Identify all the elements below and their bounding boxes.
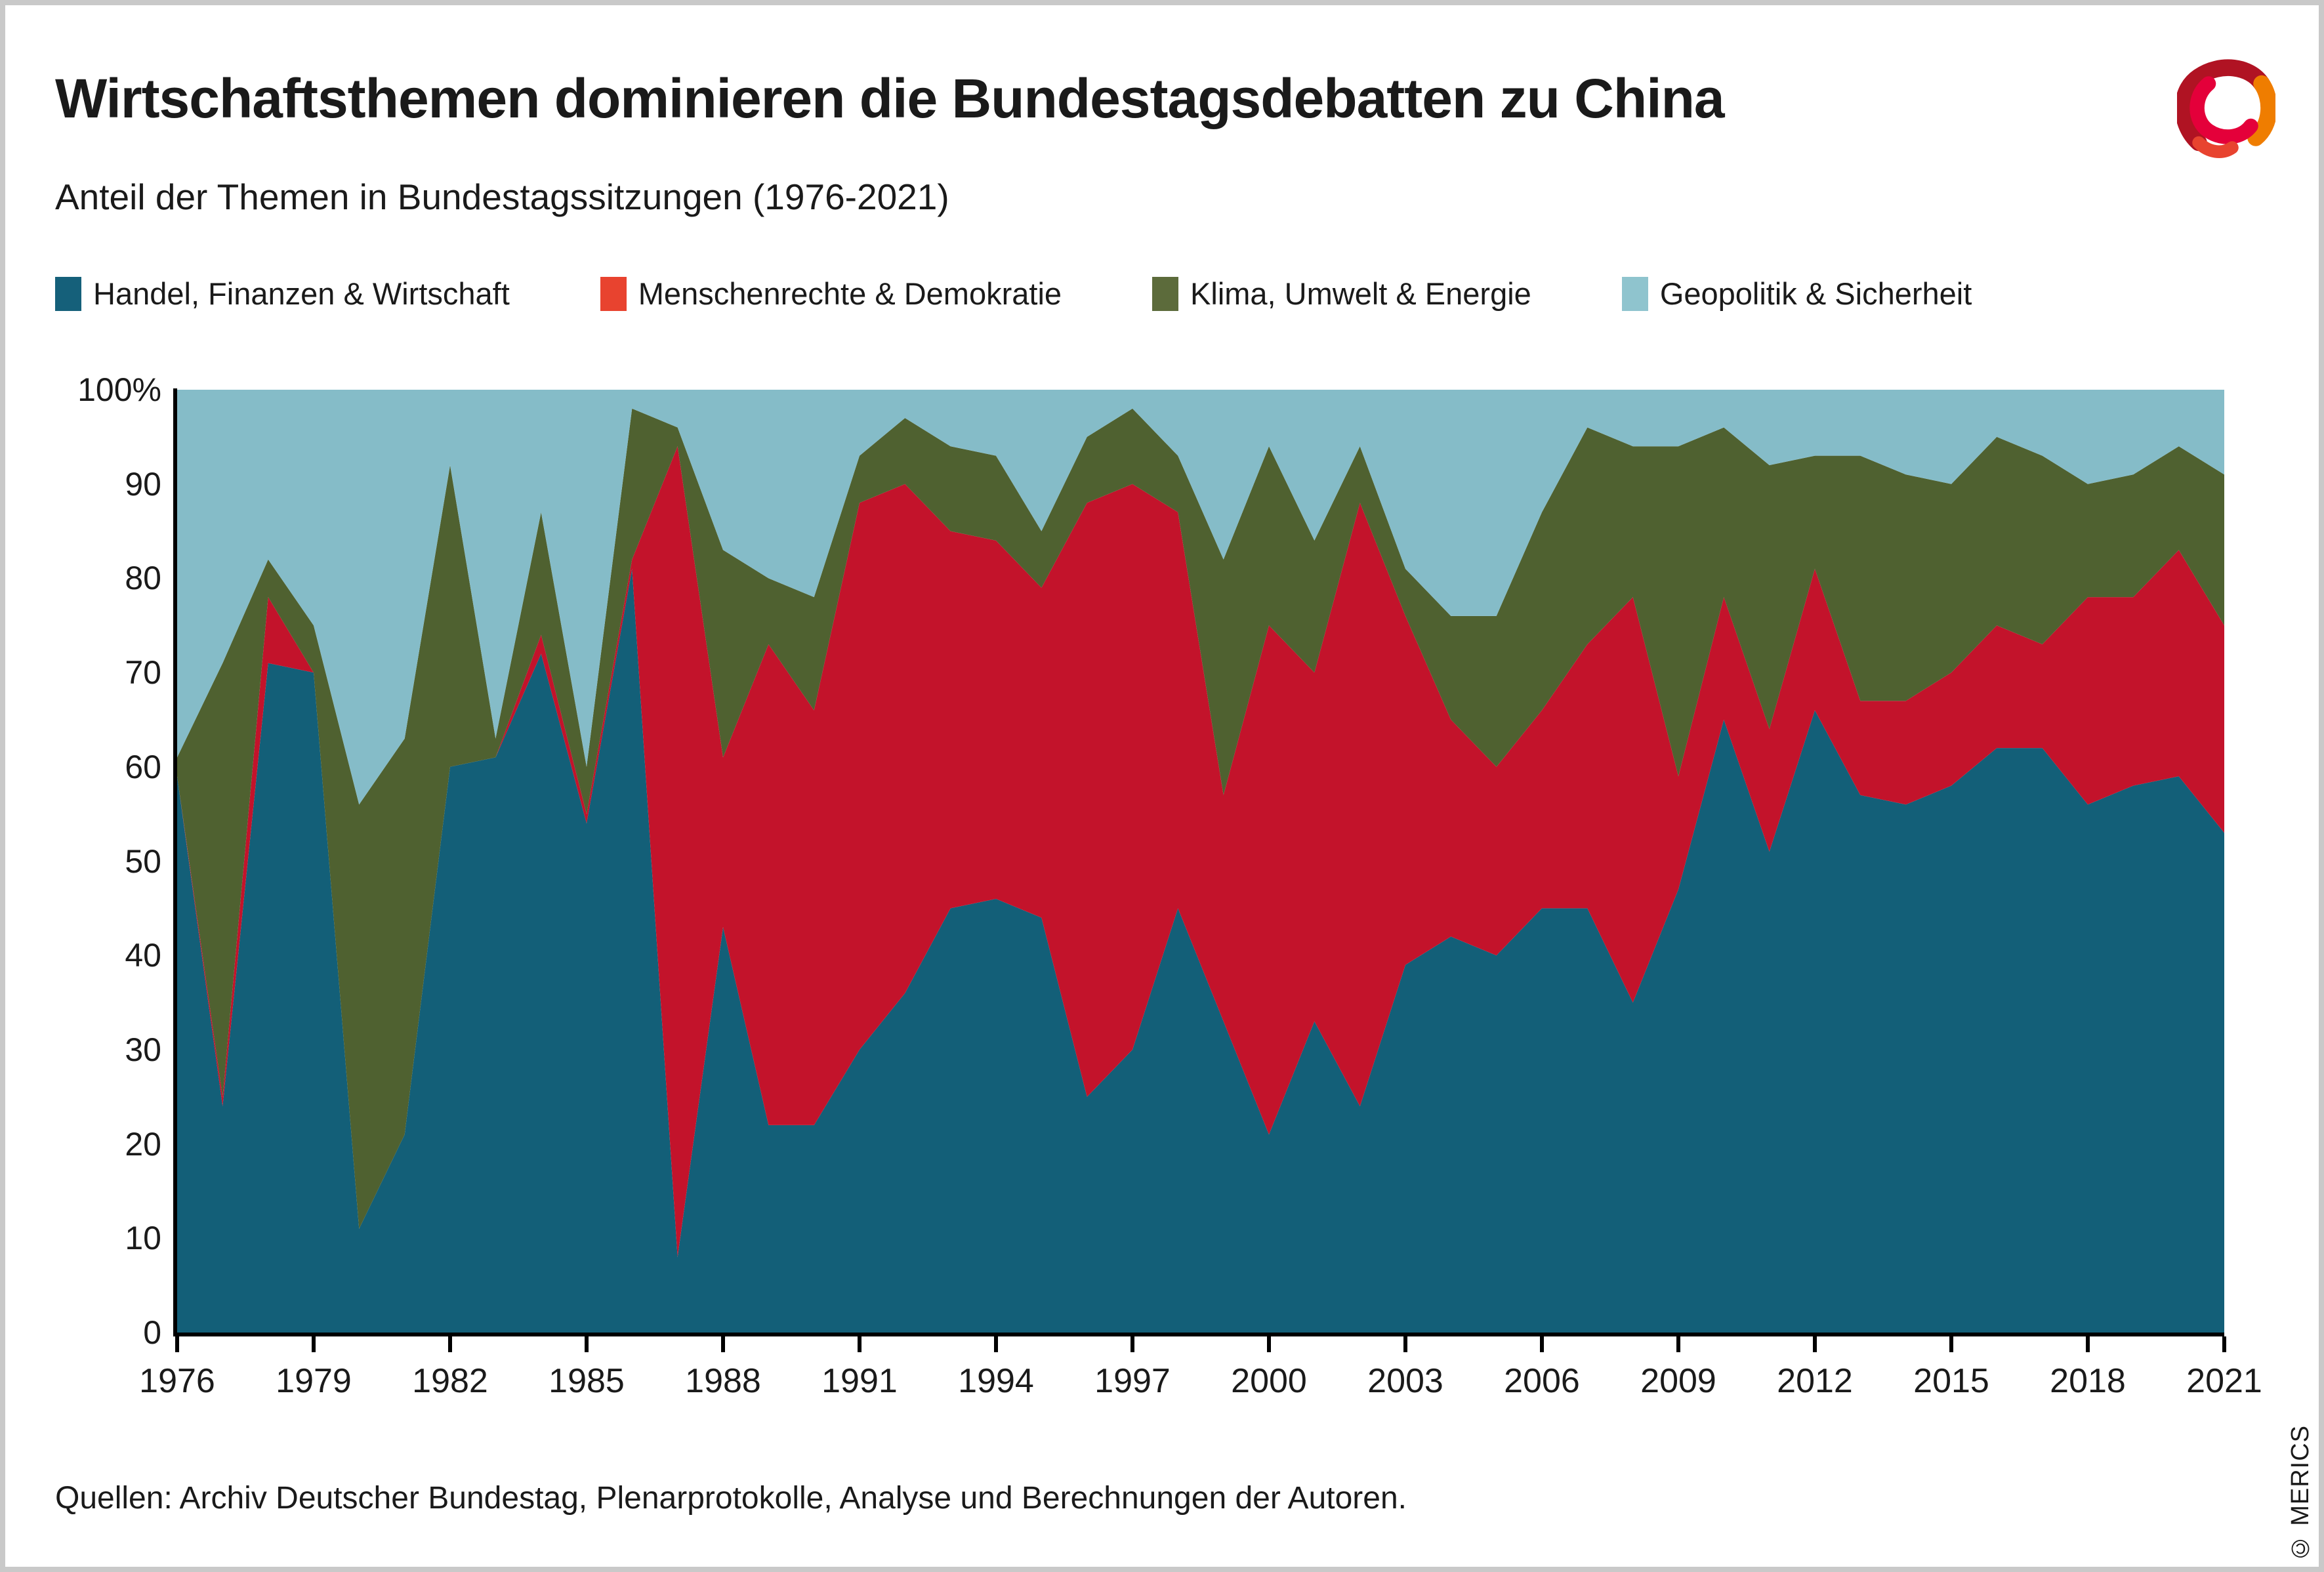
legend-item-2: Menschenrechte & Demokratie xyxy=(600,276,1062,312)
legend-label: Geopolitik & Sicherheit xyxy=(1659,276,1972,311)
area-series-1 xyxy=(177,569,2224,1333)
legend-label: Handel, Finanzen & Wirtschaft xyxy=(93,276,510,311)
page-title: Wirtschaftsthemen dominieren die Bundest… xyxy=(55,68,1725,129)
page-subtitle: Anteil der Themen in Bundestagssitzungen… xyxy=(55,176,949,217)
x-tick-mark xyxy=(1949,1336,1953,1352)
x-axis-line xyxy=(173,1333,2224,1336)
x-tick-label: 2012 xyxy=(1777,1362,1853,1400)
legend-item-1: Handel, Finanzen & Wirtschaft xyxy=(55,276,510,312)
legend-label: Klima, Umwelt & Energie xyxy=(1190,276,1531,311)
x-tick-mark xyxy=(448,1336,452,1352)
x-tick-label: 1988 xyxy=(685,1362,761,1400)
y-tick-label: 80 xyxy=(125,560,161,597)
y-axis-labels: 0 10 20 30 40 50 60 70 80 90 100% xyxy=(0,371,161,1351)
chart-legend: Handel, Finanzen & Wirtschaft Menschenrec… xyxy=(55,276,1972,312)
x-tick-mark xyxy=(1676,1336,1680,1352)
area-series-4 xyxy=(177,390,2224,805)
legend-label: Menschenrechte & Demokratie xyxy=(638,276,1062,311)
merics-logo xyxy=(2177,59,2275,158)
y-tick-label: 70 xyxy=(125,654,161,692)
x-tick-mark xyxy=(721,1336,725,1352)
x-tick-mark xyxy=(1131,1336,1134,1352)
x-tick-mark xyxy=(312,1336,316,1352)
x-tick-label: 2021 xyxy=(2186,1362,2262,1400)
legend-swatch-icon xyxy=(55,276,81,311)
y-tick-label: 0 xyxy=(143,1314,161,1351)
x-tick-label: 2018 xyxy=(2050,1362,2126,1400)
y-tick-label: 100% xyxy=(77,371,161,408)
x-tick-mark xyxy=(994,1336,998,1352)
x-tick-label: 1979 xyxy=(276,1362,352,1400)
x-tick-mark xyxy=(1267,1336,1271,1352)
copyright-note: © MERICS xyxy=(2287,1424,2314,1562)
x-tick-label: 2006 xyxy=(1504,1362,1580,1400)
x-tick-label: 2015 xyxy=(1913,1362,1989,1400)
area-series-2 xyxy=(177,446,2224,1258)
x-tick-label: 1994 xyxy=(958,1362,1034,1400)
x-tick-mark xyxy=(1813,1336,1817,1352)
plot-areas xyxy=(177,390,2224,1333)
x-tick-label: 1985 xyxy=(549,1362,625,1400)
x-tick-label: 1982 xyxy=(412,1362,488,1400)
x-tick-mark xyxy=(2086,1336,2090,1352)
x-tick-label: 1976 xyxy=(139,1362,215,1400)
legend-swatch-icon xyxy=(1152,276,1179,311)
x-tick-mark xyxy=(1403,1336,1407,1352)
y-tick-label: 10 xyxy=(125,1220,161,1257)
x-tick-label: 2003 xyxy=(1367,1362,1443,1400)
x-tick-mark xyxy=(1539,1336,1544,1352)
x-axis-labels: 1976 1979 1982 1985 1988 1991 1994 1997 2000 2003… xyxy=(139,1333,2262,1411)
y-tick-label: 30 xyxy=(125,1031,161,1068)
x-tick-mark xyxy=(2222,1336,2226,1352)
x-tick-mark xyxy=(585,1336,589,1352)
area-series-3 xyxy=(177,408,2224,1229)
x-tick-mark xyxy=(857,1336,861,1352)
legend-item-3: Klima, Umwelt & Energie xyxy=(1152,276,1531,312)
y-tick-label: 50 xyxy=(125,842,161,880)
legend-item-4: Geopolitik & Sicherheit xyxy=(1621,276,1972,312)
y-tick-label: 40 xyxy=(125,937,161,974)
source-note: Quellen: Archiv Deutscher Bundestag, Ple… xyxy=(55,1481,1407,1516)
x-tick-mark xyxy=(175,1336,179,1352)
legend-swatch-icon xyxy=(600,276,627,311)
y-axis-line xyxy=(173,388,177,1336)
legend-swatch-icon xyxy=(1621,276,1648,311)
stacked-area-chart xyxy=(177,390,2224,1333)
x-tick-label: 1997 xyxy=(1094,1362,1171,1400)
x-tick-label: 2000 xyxy=(1231,1362,1307,1400)
x-tick-label: 1991 xyxy=(821,1362,898,1400)
y-tick-label: 60 xyxy=(125,748,161,785)
y-tick-label: 90 xyxy=(125,465,161,503)
x-tick-label: 2009 xyxy=(1640,1362,1716,1400)
y-tick-label: 20 xyxy=(125,1125,161,1163)
